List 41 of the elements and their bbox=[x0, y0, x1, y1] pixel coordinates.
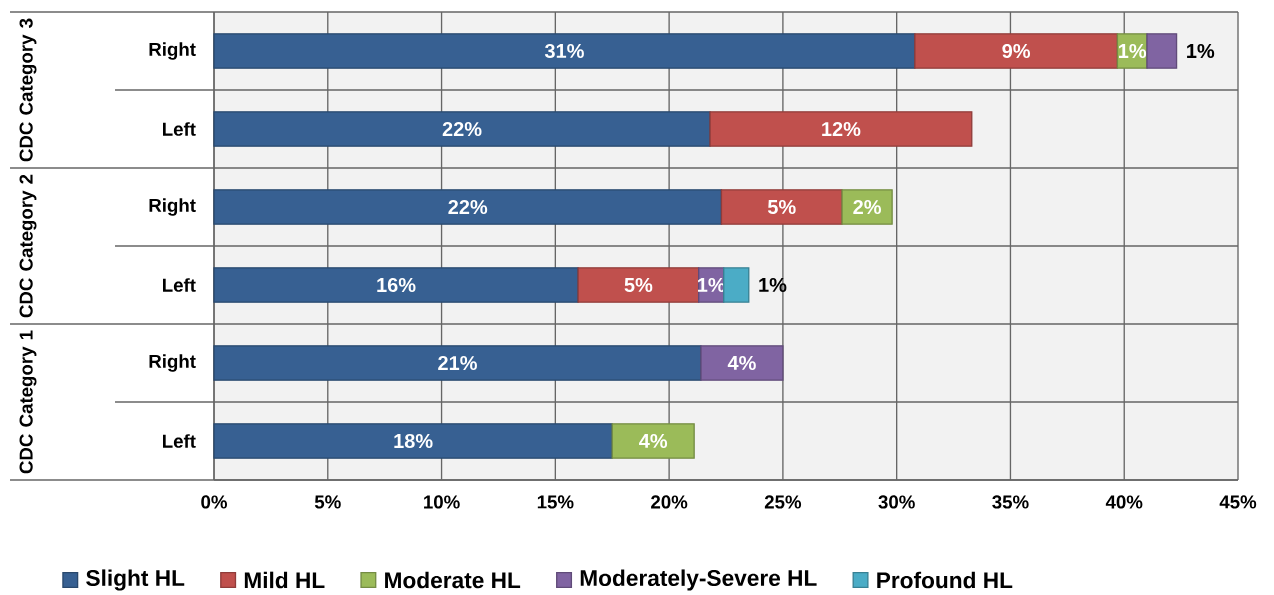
legend-label: Moderately-Severe HL bbox=[580, 569, 817, 591]
legend-label: Mild HL bbox=[244, 571, 325, 589]
x-tick-label: 35% bbox=[992, 495, 1029, 509]
data-label: 5% bbox=[767, 199, 796, 215]
data-label: 2% bbox=[853, 199, 882, 215]
x-tick-label: 45% bbox=[1219, 495, 1257, 509]
text: CDC Category 1 bbox=[19, 330, 37, 474]
data-label: 22% bbox=[442, 121, 482, 137]
y-tick-label: Left bbox=[163, 434, 196, 448]
x-tick-label: 30% bbox=[878, 495, 915, 509]
data-label: 12% bbox=[822, 121, 861, 137]
data-label: 1% bbox=[698, 277, 726, 293]
legend-label: Moderate HL bbox=[385, 571, 521, 589]
x-tick-label: 40% bbox=[1105, 495, 1143, 509]
x-tick-label: 5% bbox=[314, 495, 341, 509]
data-label: 4% bbox=[727, 355, 756, 371]
text: CDC Category 3 bbox=[19, 18, 37, 162]
data-label: 5% bbox=[624, 277, 653, 293]
data-label: 4% bbox=[639, 433, 668, 449]
data-label: 1% bbox=[1118, 43, 1147, 59]
x-tick-label: 25% bbox=[764, 495, 802, 509]
legend-label: Profound HL bbox=[877, 571, 1013, 589]
data-label: 1% bbox=[759, 277, 787, 293]
data-label: 22% bbox=[448, 199, 488, 215]
legend-label: Slight HL bbox=[86, 569, 185, 591]
x-tick-label: 20% bbox=[651, 495, 688, 509]
data-label: 1% bbox=[1187, 43, 1215, 59]
data-label: 9% bbox=[1002, 43, 1031, 59]
data-label: 31% bbox=[544, 43, 584, 59]
x-tick-label: 0% bbox=[201, 495, 227, 509]
x-tick-label: 10% bbox=[424, 495, 460, 509]
y-tick-label: Left bbox=[163, 122, 196, 136]
y-tick-label: Right bbox=[149, 42, 196, 60]
data-label: 18% bbox=[394, 433, 433, 449]
x-tick-label: 15% bbox=[537, 495, 574, 509]
y-tick-label: Right bbox=[149, 354, 196, 372]
text: CDC Category 2 bbox=[19, 174, 37, 318]
y-tick-label: Right bbox=[149, 198, 196, 216]
data-label: 16% bbox=[377, 277, 416, 293]
data-label: 21% bbox=[438, 355, 477, 371]
y-tick-label: Left bbox=[163, 278, 196, 292]
